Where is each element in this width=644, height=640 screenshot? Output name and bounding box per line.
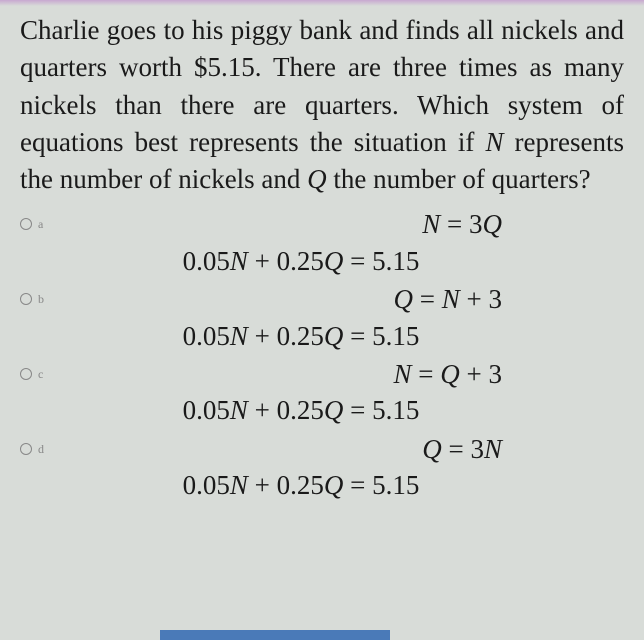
option-label: b xyxy=(38,292,56,307)
question-var-n: N xyxy=(485,127,503,157)
option-equations: Q = 3N 0.05N + 0.25Q = 5.15 xyxy=(56,431,624,504)
radio-icon xyxy=(20,293,32,305)
equation-2: 0.05N + 0.25Q = 5.15 xyxy=(56,392,534,428)
equation-1: Q = N + 3 xyxy=(56,281,534,317)
option-equations: Q = N + 3 0.05N + 0.25Q = 5.15 xyxy=(56,281,624,354)
radio-icon xyxy=(20,218,32,230)
option-b[interactable]: b Q = N + 3 0.05N + 0.25Q = 5.15 xyxy=(20,281,624,354)
equation-1: N = Q + 3 xyxy=(56,356,534,392)
bottom-bar xyxy=(160,630,390,640)
option-label: c xyxy=(38,367,56,382)
option-equations: N = Q + 3 0.05N + 0.25Q = 5.15 xyxy=(56,356,624,429)
equation-2: 0.05N + 0.25Q = 5.15 xyxy=(56,318,534,354)
radio-icon xyxy=(20,443,32,455)
option-label: a xyxy=(38,217,56,232)
equation-2: 0.05N + 0.25Q = 5.15 xyxy=(56,243,534,279)
question-part-3: the number of quarters? xyxy=(327,164,591,194)
question-text: Charlie goes to his piggy bank and finds… xyxy=(20,12,624,198)
option-label: d xyxy=(38,442,56,457)
option-equations: N = 3Q 0.05N + 0.25Q = 5.15 xyxy=(56,206,624,279)
option-a[interactable]: a N = 3Q 0.05N + 0.25Q = 5.15 xyxy=(20,206,624,279)
option-d[interactable]: d Q = 3N 0.05N + 0.25Q = 5.15 xyxy=(20,431,624,504)
option-c[interactable]: c N = Q + 3 0.05N + 0.25Q = 5.15 xyxy=(20,356,624,429)
equation-1: Q = 3N xyxy=(56,431,534,467)
equation-1: N = 3Q xyxy=(56,206,534,242)
question-var-q: Q xyxy=(307,164,327,194)
options-container: a N = 3Q 0.05N + 0.25Q = 5.15 b Q = N + … xyxy=(20,206,624,506)
equation-2: 0.05N + 0.25Q = 5.15 xyxy=(56,467,534,503)
radio-icon xyxy=(20,368,32,380)
